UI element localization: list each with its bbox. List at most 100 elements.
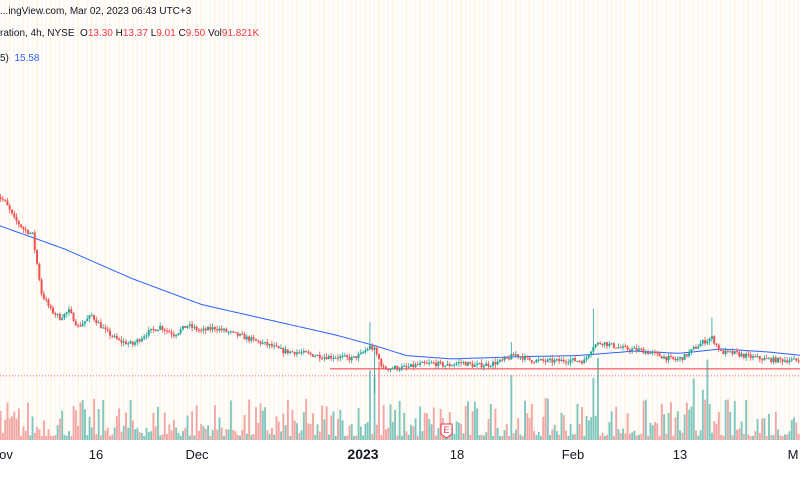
volume-bar (551, 429, 553, 440)
session-band (615, 0, 617, 440)
volume-bar (540, 436, 542, 440)
candle-body (25, 229, 27, 230)
volume-bar (709, 404, 711, 440)
candle-body (150, 329, 152, 330)
candle-body (107, 329, 109, 330)
candle (378, 354, 380, 360)
candle (57, 314, 59, 318)
candle-body (291, 351, 293, 352)
volume-bar (178, 433, 180, 440)
volume-bar (378, 362, 380, 440)
volume-bar (216, 429, 218, 440)
volume-bar (558, 435, 560, 440)
candle (772, 355, 774, 364)
candle (554, 358, 556, 365)
volume-bar (159, 436, 161, 440)
candle-body (713, 336, 715, 343)
volume-bar (317, 424, 319, 440)
session-band (154, 0, 156, 440)
candle (157, 329, 159, 331)
candle-body (31, 232, 33, 233)
candle (408, 363, 410, 368)
candle (535, 359, 537, 363)
session-band (259, 0, 261, 440)
volume-bar (143, 436, 145, 440)
candle-body (248, 337, 250, 341)
candle-body (326, 357, 328, 359)
session-band (186, 0, 188, 440)
candle-body (786, 360, 788, 362)
volume-bar (597, 358, 599, 440)
x-axis-tick-label: 18 (450, 447, 464, 462)
session-band (556, 0, 558, 440)
candle-body (280, 348, 282, 349)
candle-body (36, 250, 38, 264)
volume-bar (134, 429, 136, 440)
volume-bar (114, 428, 116, 440)
volume-bar (574, 434, 576, 440)
candle-body (389, 369, 391, 370)
candle-body (148, 330, 150, 335)
volume-bar (68, 431, 70, 440)
session-band (533, 0, 535, 440)
volume-bar (385, 429, 387, 440)
volume-bar (435, 435, 437, 440)
session-band (569, 0, 571, 440)
candle (681, 357, 683, 362)
volume-bar (720, 435, 722, 440)
candle-body (360, 353, 362, 354)
candle (262, 340, 264, 345)
candle (576, 361, 578, 363)
volume-bar (431, 424, 433, 440)
volume-bar (310, 424, 312, 440)
volume-bar (595, 416, 597, 440)
candle-body (77, 325, 79, 326)
candle (175, 334, 177, 338)
candle-body (709, 339, 711, 341)
candle (435, 359, 437, 368)
volume-bar (483, 436, 485, 440)
session-band (13, 0, 15, 440)
candle (148, 327, 150, 338)
session-band (296, 0, 298, 440)
candle (529, 357, 531, 360)
candle-body (547, 359, 549, 361)
volume-bar (748, 435, 750, 440)
volume-bar (542, 417, 544, 440)
session-band (428, 0, 430, 440)
candle (426, 360, 428, 364)
candle-body (663, 357, 665, 359)
candle-body (595, 344, 597, 347)
volume-bar (599, 436, 601, 440)
session-band (159, 0, 161, 440)
session-band (273, 0, 275, 440)
candle-body (519, 357, 521, 358)
candle-body (344, 355, 346, 356)
volume-bar (98, 409, 100, 440)
session-band (547, 0, 549, 440)
candle (88, 315, 90, 323)
candle-body (259, 341, 261, 344)
volume-bar (253, 434, 255, 440)
volume-bar (70, 436, 72, 440)
candle-body (88, 315, 90, 318)
candle-body (38, 264, 40, 280)
volume-bar (225, 429, 227, 440)
candle-body (157, 330, 159, 331)
session-band (410, 0, 412, 440)
candle-body (784, 360, 786, 361)
volume-bar (326, 406, 328, 440)
candle-body (45, 299, 47, 300)
volume-bar (7, 403, 9, 440)
volume-bar (59, 419, 61, 440)
candle-body (460, 362, 462, 363)
candle (171, 329, 173, 338)
volume-bar (362, 435, 364, 440)
candle-body (645, 352, 647, 354)
session-band (341, 0, 343, 440)
session-band (4, 0, 6, 440)
candle-body (175, 335, 177, 336)
volume-bar (82, 400, 84, 440)
